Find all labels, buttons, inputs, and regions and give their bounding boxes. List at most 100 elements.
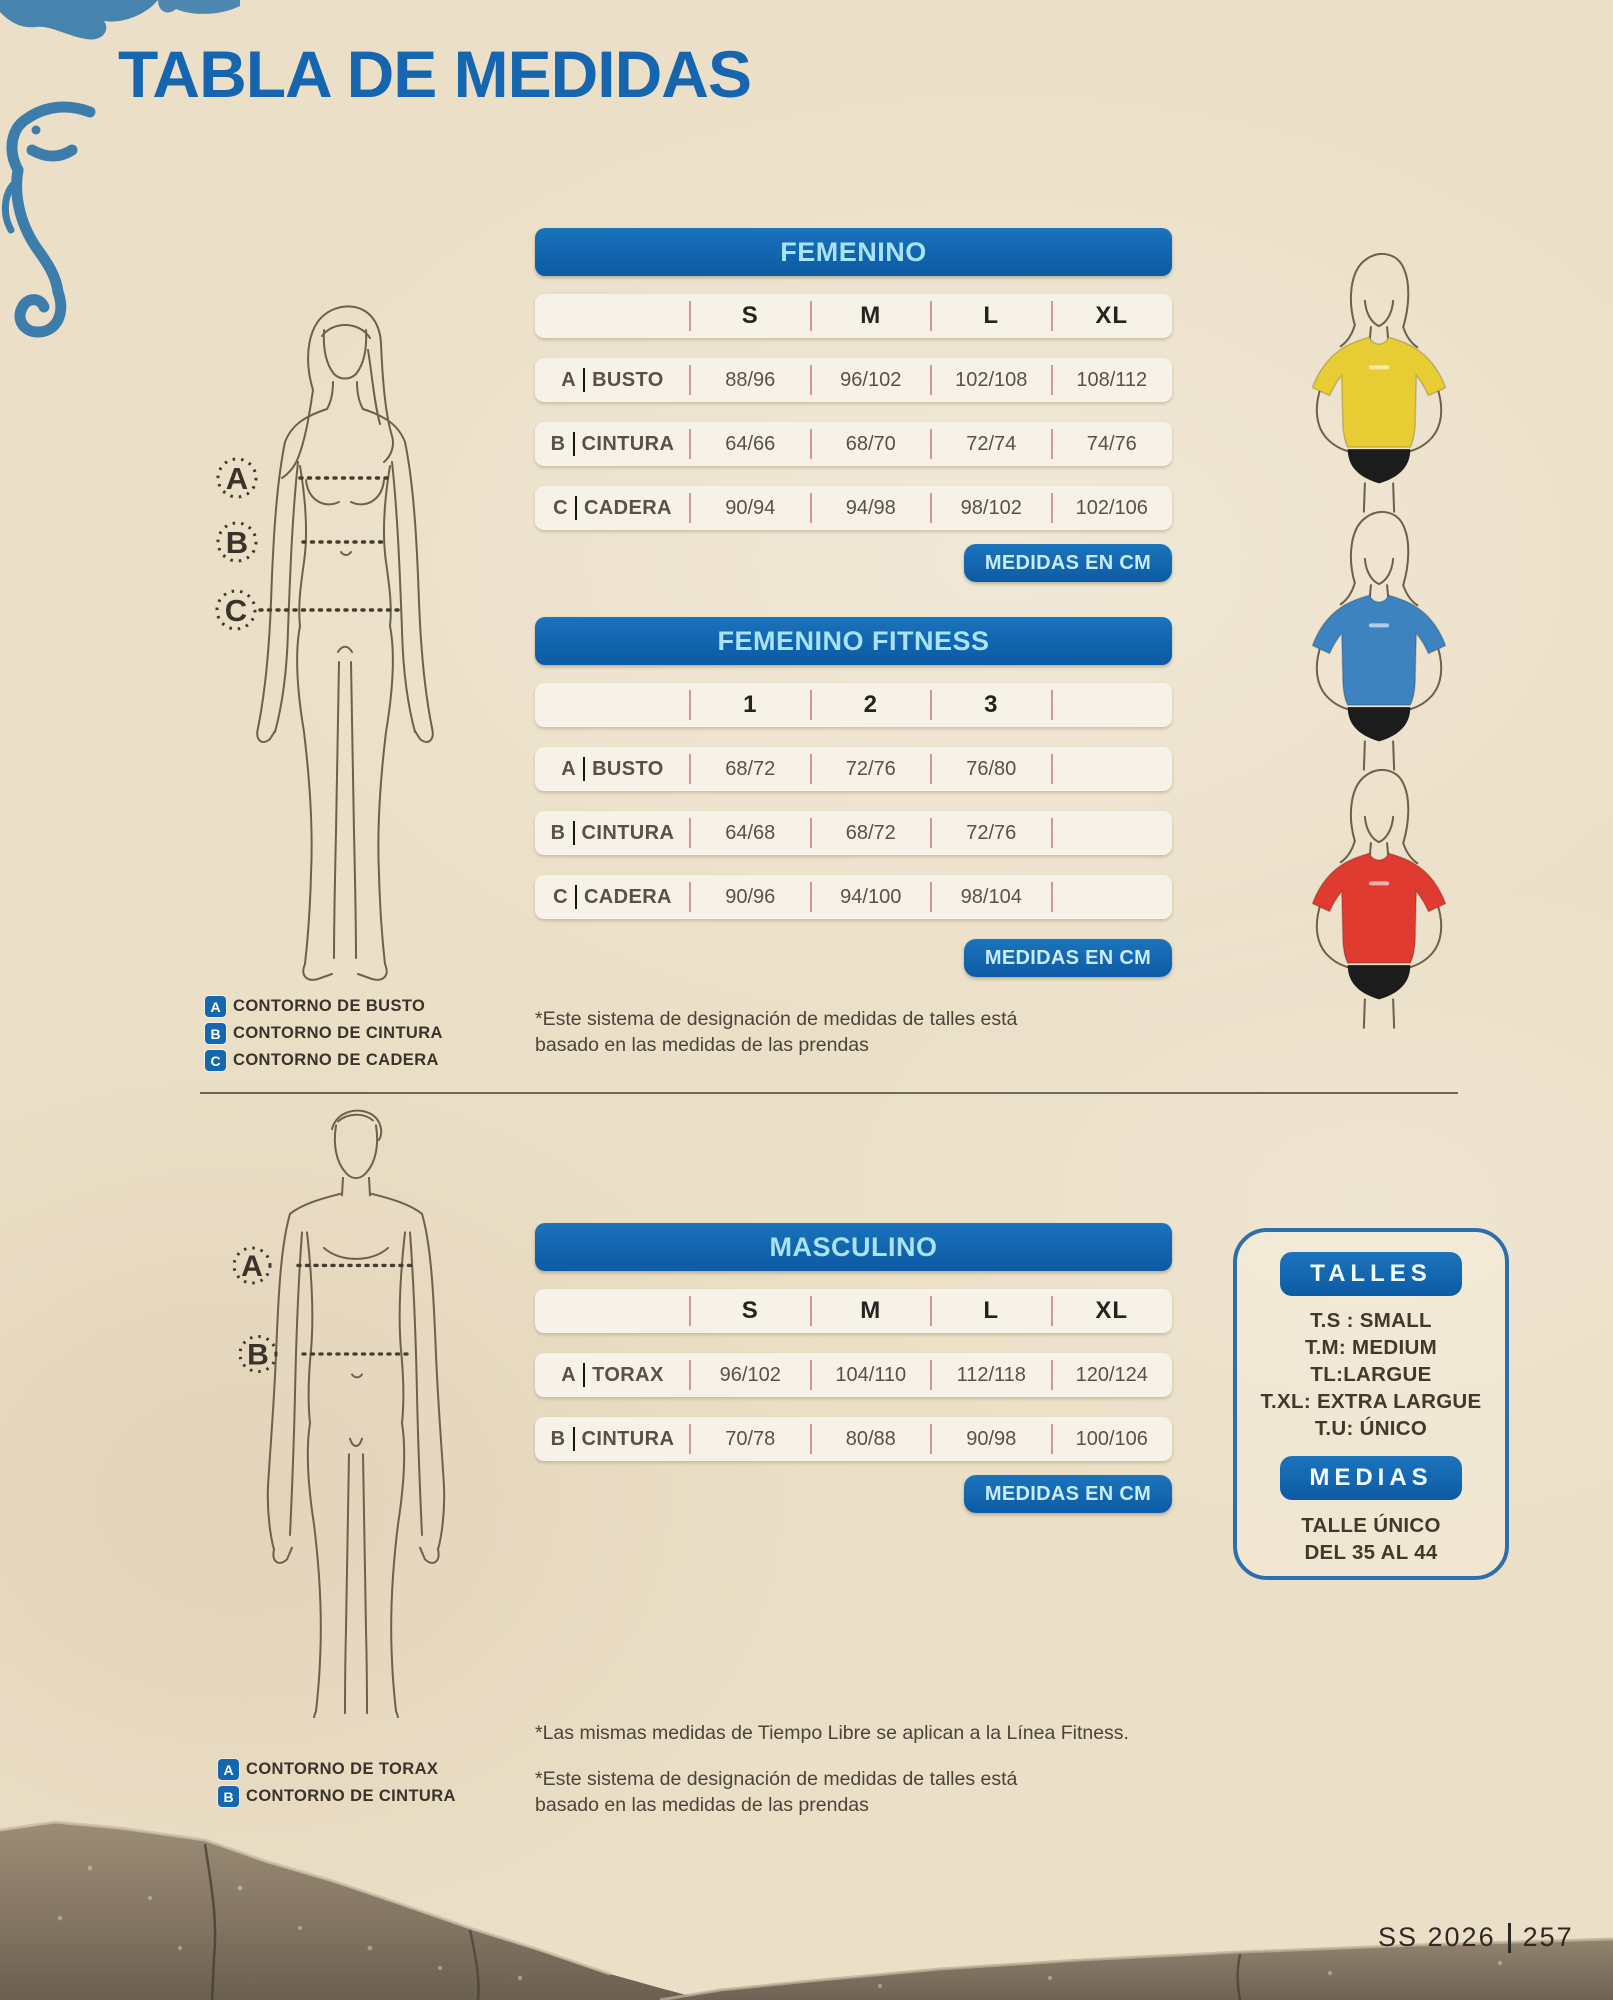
col-header-empty — [1050, 683, 1173, 727]
table-row-cadera: C CADERA 90/94 94/98 98/102 102/106 — [535, 486, 1172, 530]
fitness-header-row: 1 2 3 — [535, 683, 1172, 727]
row-key: B — [550, 821, 566, 844]
legend-item-cintura: B CONTORNO DE CINTURA — [205, 1020, 443, 1047]
femenino-header-row: S M L XL — [535, 294, 1172, 338]
value-cell: 96/102 — [689, 1353, 811, 1397]
legend-item-cintura: B CONTORNO DE CINTURA — [218, 1783, 456, 1810]
value-cell: 68/72 — [689, 747, 811, 791]
mannequin-blue-tee — [1311, 510, 1447, 771]
header-empty-cell — [535, 683, 690, 727]
legend-label: CONTORNO DE BUSTO — [233, 997, 426, 1015]
col-header-s: S — [689, 294, 811, 338]
pipe-divider — [574, 885, 577, 909]
medias-line-1: TALLE ÚNICO — [1301, 1514, 1441, 1537]
legend-item-cadera: C CONTORNO DE CADERA — [205, 1047, 443, 1074]
row-name: BUSTO — [592, 757, 664, 780]
medias-badge: MEDIAS — [1280, 1456, 1462, 1500]
row-label: A BUSTO — [535, 747, 690, 791]
legend-label: CONTORNO DE CINTURA — [233, 1024, 443, 1042]
row-label: A BUSTO — [535, 358, 690, 402]
table-femenino-fitness: FEMENINO FITNESS 1 2 3 A BUSTO 68/72 72/7… — [535, 617, 1172, 977]
footer-page-number: 257 — [1522, 1922, 1574, 1952]
pipe-divider — [583, 1363, 586, 1387]
value-cell: 72/76 — [809, 747, 932, 791]
row-name: CINTURA — [581, 432, 675, 455]
pipe-divider — [583, 757, 586, 781]
value-cell: 90/98 — [930, 1417, 1052, 1461]
row-key: A — [561, 368, 577, 391]
marker-a-male: A — [241, 1251, 263, 1284]
legend-femenino: A CONTORNO DE BUSTO B CONTORNO DE CINTUR… — [205, 993, 443, 1074]
value-cell: 64/68 — [689, 811, 811, 855]
row-name: CADERA — [583, 885, 672, 908]
col-header-3: 3 — [930, 683, 1052, 727]
value-cell: 96/102 — [809, 358, 932, 402]
table-row-busto: A BUSTO 68/72 72/76 76/80 — [535, 747, 1172, 791]
value-cell: 102/108 — [930, 358, 1052, 402]
table-row-cintura: B CINTURA 70/78 80/88 90/98 100/106 — [535, 1417, 1172, 1461]
row-label: B CINTURA — [535, 811, 690, 855]
row-name: CINTURA — [581, 821, 675, 844]
value-cell: 64/66 — [689, 422, 811, 466]
pipe-divider — [572, 821, 575, 845]
marker-a-female: A — [226, 461, 248, 496]
legend-item-torax: A CONTORNO DE TORAX — [218, 1756, 456, 1783]
section-divider — [200, 1092, 1458, 1094]
value-cell: 72/76 — [930, 811, 1052, 855]
row-name: TORAX — [592, 1363, 664, 1386]
seahorse-illustration — [0, 0, 240, 338]
pipe-divider — [574, 496, 577, 520]
mannequin-red-tee — [1311, 768, 1447, 1029]
legend-label: CONTORNO DE TORAX — [246, 1760, 439, 1778]
masculino-header-row: S M L XL — [535, 1289, 1172, 1333]
value-cell: 94/98 — [809, 486, 932, 530]
col-header-1: 1 — [689, 683, 811, 727]
footer-separator — [1507, 1922, 1511, 1953]
col-header-l: L — [930, 294, 1052, 338]
table-row-busto: A BUSTO 88/96 96/102 102/108 108/112 — [535, 358, 1172, 402]
legend-key-c: C — [205, 1050, 226, 1071]
value-cell: 70/78 — [689, 1417, 811, 1461]
footer-season: SS 2026 — [1378, 1922, 1496, 1952]
col-header-2: 2 — [809, 683, 932, 727]
pipe-divider — [583, 368, 586, 392]
marker-b-female: B — [226, 525, 248, 560]
talles-line-xlarge: T.XL: EXTRA LARGUE — [1260, 1390, 1482, 1413]
table-row-torax: A TORAX 96/102 104/110 112/118 120/124 — [535, 1353, 1172, 1397]
pipe-divider — [572, 432, 575, 456]
row-label: A TORAX — [535, 1353, 690, 1397]
legend-masculino: A CONTORNO DE TORAX B CONTORNO DE CINTUR… — [218, 1756, 456, 1810]
row-label: B CINTURA — [535, 1417, 690, 1461]
table-femenino: FEMENINO S M L XL A BUSTO 88/96 96/102 10… — [535, 228, 1172, 582]
mannequin-yellow-tee — [1311, 252, 1447, 513]
col-header-s: S — [689, 1289, 811, 1333]
pipe-divider — [572, 1427, 575, 1451]
row-name: CINTURA — [581, 1427, 675, 1450]
row-label: C CADERA — [535, 486, 690, 530]
legend-key-b: B — [205, 1023, 226, 1044]
female-markers: A B C — [215, 457, 258, 631]
table-title-masculino: MASCULINO — [535, 1223, 1172, 1271]
legend-key-b: B — [218, 1786, 239, 1807]
legend-item-busto: A CONTORNO DE BUSTO — [205, 993, 443, 1020]
legend-label: CONTORNO DE CADERA — [233, 1051, 439, 1069]
units-badge-masculino: MEDIDAS EN CM — [964, 1475, 1172, 1513]
row-label: B CINTURA — [535, 422, 690, 466]
col-header-m: M — [809, 1289, 932, 1333]
legend-key-a: A — [218, 1759, 239, 1780]
value-cell: 100/106 — [1050, 1417, 1173, 1461]
value-cell: 90/94 — [689, 486, 811, 530]
table-row-cadera: C CADERA 90/96 94/100 98/104 — [535, 875, 1172, 919]
row-name: BUSTO — [592, 368, 664, 391]
units-badge-femenino: MEDIDAS EN CM — [964, 544, 1172, 582]
value-cell: 94/100 — [809, 875, 932, 919]
value-cell: 90/96 — [689, 875, 811, 919]
table-title-femenino: FEMENINO — [535, 228, 1172, 276]
table-title-fitness: FEMENINO FITNESS — [535, 617, 1172, 665]
value-cell — [1050, 811, 1173, 855]
col-header-l: L — [930, 1289, 1052, 1333]
header-empty-cell — [535, 1289, 690, 1333]
value-cell: 108/112 — [1050, 358, 1173, 402]
row-key: A — [561, 757, 577, 780]
value-cell: 98/102 — [930, 486, 1052, 530]
